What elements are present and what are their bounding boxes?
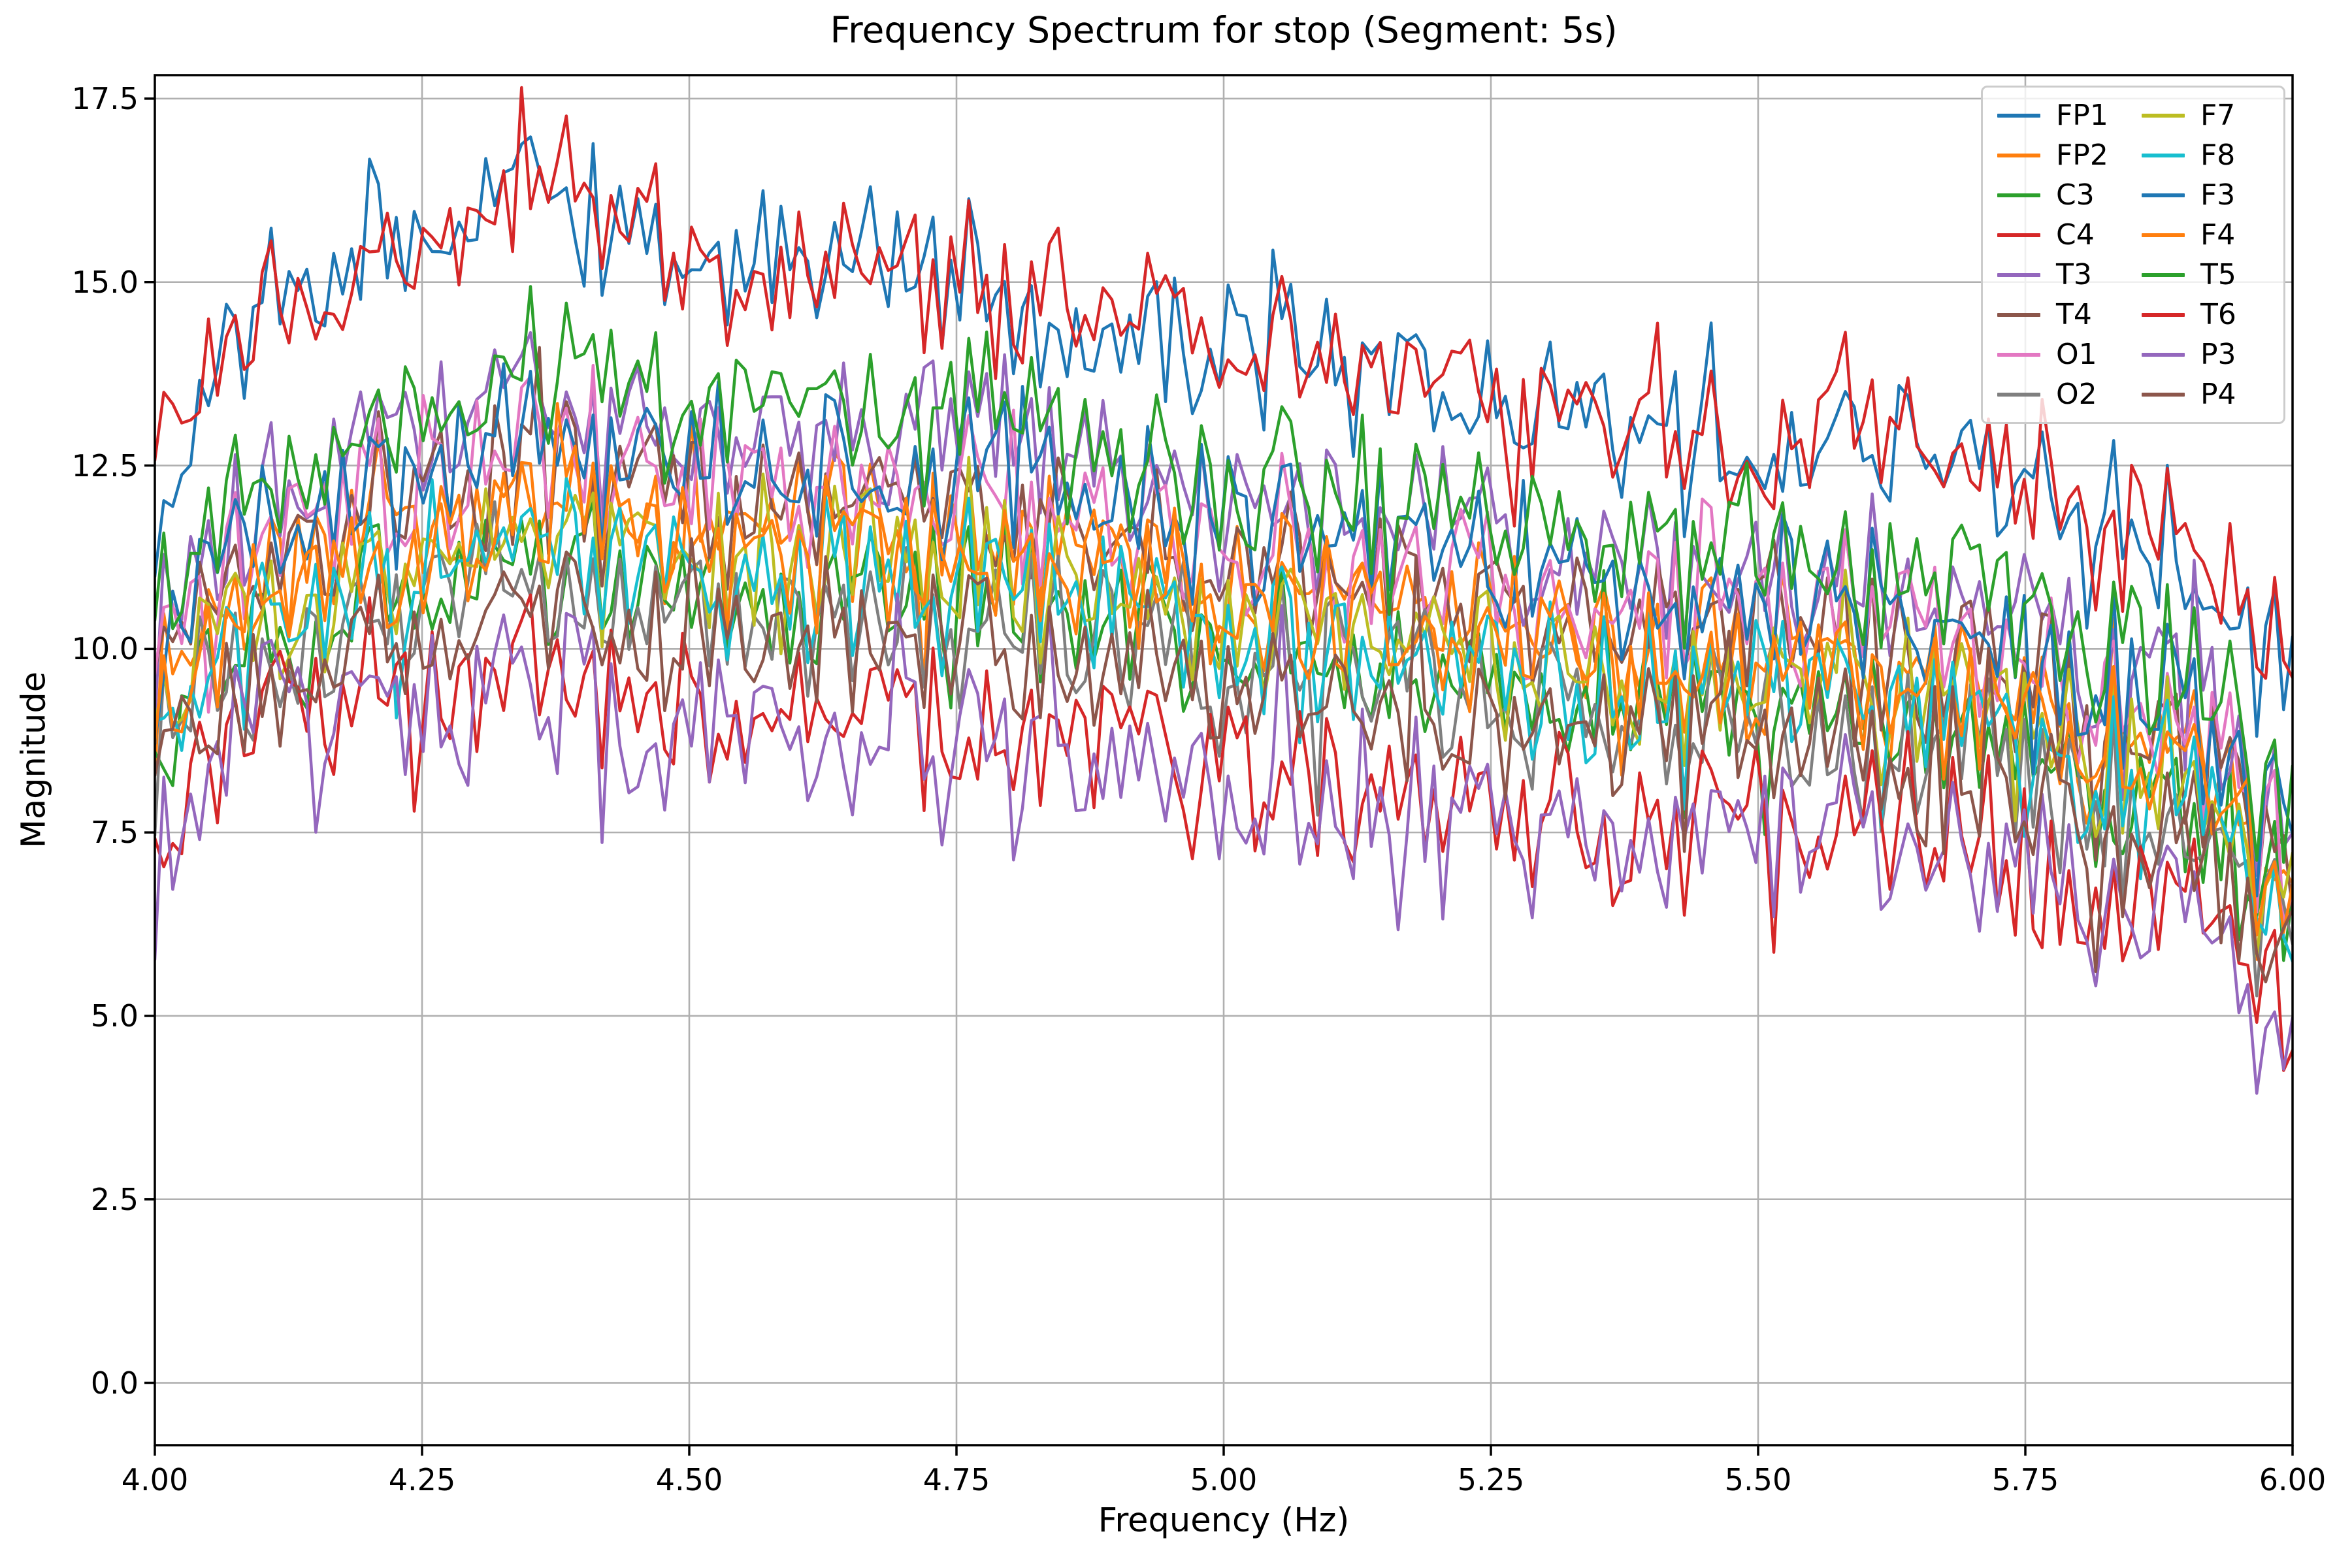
legend-swatch-F7 bbox=[2142, 113, 2185, 118]
legend-label: T6 bbox=[2200, 298, 2236, 331]
legend-swatch-FP2 bbox=[1997, 153, 2040, 157]
legend-item-C4: C4 bbox=[1997, 215, 2125, 255]
legend-item-T5: T5 bbox=[2142, 255, 2269, 295]
legend-item-O1: O1 bbox=[1997, 335, 2125, 374]
legend-label: O2 bbox=[2056, 378, 2097, 411]
legend-swatch-P4 bbox=[2142, 392, 2185, 397]
legend-label: T3 bbox=[2056, 258, 2092, 291]
y-tick-label: 5.0 bbox=[90, 998, 139, 1034]
legend-item-FP1: FP1 bbox=[1997, 95, 2125, 135]
legend-item-P4: P4 bbox=[2142, 374, 2269, 414]
legend-label: P4 bbox=[2200, 378, 2236, 411]
y-tick-label: 15.0 bbox=[71, 264, 139, 300]
legend-swatch-T3 bbox=[1997, 272, 2040, 277]
x-tick-label: 5.25 bbox=[1457, 1462, 1525, 1497]
legend-item-FP2: FP2 bbox=[1997, 135, 2125, 175]
series-line-T5 bbox=[155, 285, 2293, 864]
x-tick-label: 4.75 bbox=[923, 1462, 990, 1497]
legend-label: F3 bbox=[2200, 178, 2236, 212]
legend-swatch-F3 bbox=[2142, 193, 2185, 197]
legend-swatch-O1 bbox=[1997, 352, 2040, 357]
legend-swatch-T4 bbox=[1997, 312, 2040, 317]
legend-item-T3: T3 bbox=[1997, 255, 2125, 295]
x-tick-label: 6.00 bbox=[2259, 1462, 2327, 1497]
series-line-F4 bbox=[155, 402, 2293, 937]
legend-item-F4: F4 bbox=[2142, 215, 2269, 255]
legend-swatch-T6 bbox=[2142, 312, 2185, 317]
x-tick-label: 4.25 bbox=[388, 1462, 456, 1497]
legend-item-C3: C3 bbox=[1997, 175, 2125, 215]
legend-item-T4: T4 bbox=[1997, 295, 2125, 335]
legend-label: T5 bbox=[2200, 258, 2236, 291]
legend-label: P3 bbox=[2200, 338, 2236, 371]
legend-swatch-F8 bbox=[2142, 153, 2185, 157]
legend-label: C3 bbox=[2056, 178, 2095, 212]
legend-swatch-FP1 bbox=[1997, 113, 2040, 118]
legend-label: T4 bbox=[2056, 298, 2092, 331]
y-tick-label: 7.5 bbox=[90, 815, 139, 851]
y-axis-label: Magnitude bbox=[14, 671, 54, 849]
legend-label: F8 bbox=[2200, 139, 2236, 172]
legend: FP1 FP2 C3 C4 T3 T4 O1 O2 F7 F8 F3 F4 T5 T6 P3 P4 bbox=[1981, 86, 2285, 424]
x-axis-label: Frequency (Hz) bbox=[1098, 1501, 1350, 1540]
legend-item-T6: T6 bbox=[2142, 295, 2269, 335]
legend-swatch-C4 bbox=[1997, 233, 2040, 237]
y-tick-label: 2.5 bbox=[90, 1181, 139, 1217]
legend-label: C4 bbox=[2056, 218, 2095, 252]
x-tick-label: 4.50 bbox=[655, 1462, 723, 1497]
x-tick-label: 5.50 bbox=[1724, 1462, 1792, 1497]
series-line-C4 bbox=[155, 86, 2293, 680]
chart-title: Frequency Spectrum for stop (Segment: 5s… bbox=[830, 9, 1618, 51]
legend-swatch-T5 bbox=[2142, 272, 2185, 277]
legend-swatch-O2 bbox=[1997, 392, 2040, 397]
y-tick-label: 12.5 bbox=[71, 448, 139, 483]
series-line-FP1 bbox=[155, 135, 2293, 738]
legend-swatch-C3 bbox=[1997, 193, 2040, 197]
x-tick-label: 5.00 bbox=[1190, 1462, 1258, 1497]
legend-label: FP2 bbox=[2056, 139, 2108, 172]
legend-item-F8: F8 bbox=[2142, 135, 2269, 175]
x-tick-label: 5.75 bbox=[1991, 1462, 2059, 1497]
legend-swatch-F4 bbox=[2142, 233, 2185, 237]
series-line-P4 bbox=[155, 537, 2293, 984]
legend-label: FP1 bbox=[2056, 99, 2108, 132]
x-tick-label: 4.00 bbox=[121, 1462, 189, 1497]
legend-label: F4 bbox=[2200, 218, 2236, 252]
y-tick-label: 0.0 bbox=[90, 1365, 139, 1401]
y-tick-label: 17.5 bbox=[71, 80, 139, 116]
legend-swatch-P3 bbox=[2142, 352, 2185, 357]
legend-item-P3: P3 bbox=[2142, 335, 2269, 374]
legend-label: O1 bbox=[2056, 338, 2097, 371]
legend-label: F7 bbox=[2200, 99, 2236, 132]
legend-item-O2: O2 bbox=[1997, 374, 2125, 414]
legend-item-F7: F7 bbox=[2142, 95, 2269, 135]
legend-item-F3: F3 bbox=[2142, 175, 2269, 215]
series-line-P3 bbox=[155, 593, 2293, 1095]
y-tick-label: 10.0 bbox=[71, 631, 139, 667]
